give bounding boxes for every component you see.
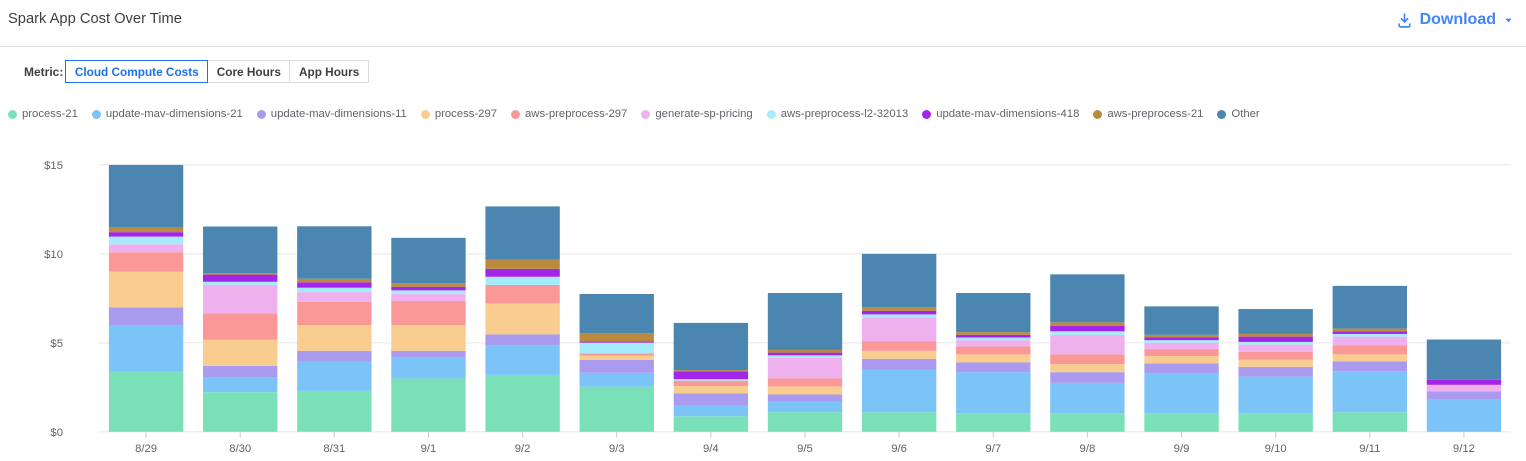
svg-text:9/1: 9/1 bbox=[421, 443, 437, 455]
svg-text:$10: $10 bbox=[44, 249, 63, 261]
svg-text:$15: $15 bbox=[44, 160, 63, 172]
svg-text:9/10: 9/10 bbox=[1265, 443, 1287, 455]
svg-text:9/7: 9/7 bbox=[985, 443, 1001, 455]
svg-text:8/29: 8/29 bbox=[135, 443, 157, 455]
svg-text:$0: $0 bbox=[50, 427, 63, 439]
svg-text:9/2: 9/2 bbox=[515, 443, 531, 455]
svg-text:9/3: 9/3 bbox=[609, 443, 625, 455]
svg-text:9/11: 9/11 bbox=[1359, 443, 1380, 455]
svg-text:$5: $5 bbox=[50, 338, 63, 350]
svg-text:9/8: 9/8 bbox=[1080, 443, 1096, 455]
svg-text:9/12: 9/12 bbox=[1453, 443, 1475, 455]
svg-text:9/6: 9/6 bbox=[891, 443, 907, 455]
svg-text:9/4: 9/4 bbox=[703, 443, 719, 455]
svg-text:9/9: 9/9 bbox=[1174, 443, 1190, 455]
svg-text:9/5: 9/5 bbox=[797, 443, 813, 455]
svg-text:8/31: 8/31 bbox=[323, 443, 345, 455]
svg-text:8/30: 8/30 bbox=[229, 443, 251, 455]
